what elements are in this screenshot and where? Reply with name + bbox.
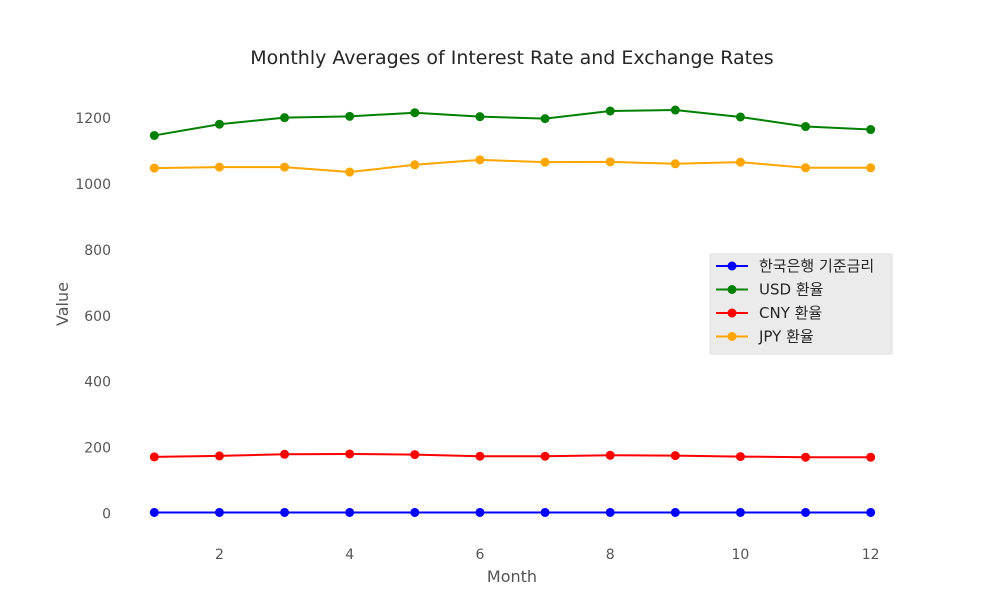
data-point: [866, 125, 876, 135]
data-point: [410, 450, 420, 460]
y-axis-label: Value: [53, 282, 72, 326]
data-point: [801, 122, 811, 132]
data-point: [735, 452, 745, 462]
data-point: [670, 507, 680, 517]
data-point: [149, 452, 159, 462]
data-point: [540, 451, 550, 461]
data-point: [670, 105, 680, 115]
legend-label: 한국은행 기준금리: [759, 257, 874, 275]
legend-marker: [727, 285, 737, 294]
data-point: [280, 449, 290, 459]
data-point: [410, 160, 420, 170]
data-point: [735, 507, 745, 517]
x-axis-label: Month: [487, 567, 537, 586]
x-tick-label: 6: [475, 547, 484, 563]
data-point: [149, 507, 159, 517]
data-point: [866, 507, 876, 517]
data-point: [280, 113, 290, 123]
data-point: [801, 163, 811, 173]
legend-marker: [727, 308, 737, 318]
data-point: [540, 507, 550, 517]
x-tick-label: 10: [732, 547, 750, 563]
y-tick-label: 600: [84, 309, 111, 325]
data-point: [214, 451, 224, 461]
x-axis-ticks: 2 4 6 8 10 12: [215, 547, 880, 563]
x-tick-label: 12: [862, 547, 880, 563]
data-point: [605, 450, 615, 460]
y-tick-label: 400: [84, 375, 111, 391]
data-point: [801, 507, 811, 517]
data-point: [735, 112, 745, 122]
series-line: [154, 109, 871, 137]
legend-marker: [727, 261, 737, 271]
series-line: [154, 158, 871, 174]
x-tick-label: 2: [215, 547, 224, 563]
data-point: [475, 155, 485, 165]
x-tick-label: 4: [345, 547, 354, 563]
x-tick-label: 8: [606, 547, 615, 563]
data-point: [540, 114, 550, 124]
data-point: [670, 451, 680, 461]
data-point: [866, 452, 876, 462]
series-layer: [149, 105, 876, 517]
y-tick-label: 800: [84, 243, 111, 259]
data-point: [280, 162, 290, 172]
legend-label: CNY 환율: [759, 304, 822, 322]
data-point: [605, 157, 615, 167]
series-group: [149, 507, 876, 517]
data-point: [280, 507, 290, 517]
series-group: [149, 105, 876, 140]
data-point: [605, 507, 615, 517]
data-point: [670, 159, 680, 169]
series-line: [154, 452, 871, 459]
data-point: [801, 452, 811, 462]
chart-title: Monthly Averages of Interest Rate and Ex…: [250, 47, 773, 69]
data-point: [410, 507, 420, 517]
data-point: [540, 157, 550, 167]
data-point: [735, 157, 745, 167]
data-point: [605, 106, 615, 116]
y-tick-label: 0: [102, 507, 111, 523]
series-group: [149, 155, 876, 177]
data-point: [214, 162, 224, 172]
data-point: [475, 112, 485, 122]
y-tick-label: 1000: [75, 177, 111, 193]
data-point: [475, 451, 485, 461]
data-point: [345, 111, 355, 121]
data-point: [345, 449, 355, 459]
y-tick-label: 200: [84, 441, 111, 457]
data-point: [214, 119, 224, 129]
data-point: [345, 167, 355, 177]
legend: 한국은행 기준금리 USD 환율 CNY 환율 JPY 환율: [709, 253, 893, 355]
data-point: [214, 507, 224, 517]
data-point: [149, 130, 159, 140]
data-point: [345, 507, 355, 517]
legend-marker: [727, 332, 737, 341]
y-axis-ticks: 0 200 400 600 800 1000 1200: [75, 111, 111, 523]
data-point: [475, 507, 485, 517]
series-group: [149, 449, 876, 462]
legend-label: JPY 환율: [758, 328, 814, 346]
y-tick-label: 1200: [75, 111, 111, 127]
legend-label: USD 환율: [759, 281, 823, 299]
data-point: [410, 108, 420, 118]
data-point: [149, 163, 159, 173]
data-point: [866, 163, 876, 173]
